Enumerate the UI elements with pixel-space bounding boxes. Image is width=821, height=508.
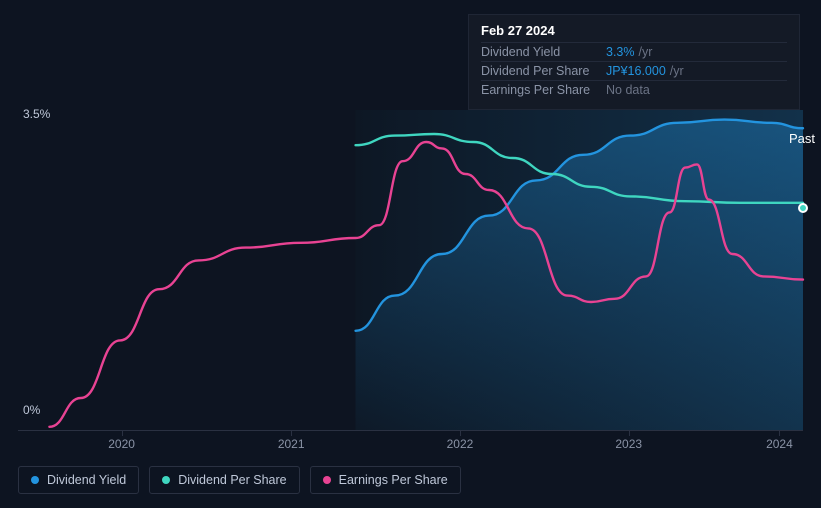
legend-item-label: Earnings Per Share <box>339 473 448 487</box>
x-tick-label: 2024 <box>766 437 793 451</box>
tooltip-row-value: JP¥16.000 <box>606 64 666 78</box>
legend-dot-icon <box>31 476 39 484</box>
x-tick-line <box>291 431 292 436</box>
x-tick-label: 2020 <box>108 437 135 451</box>
legend-item[interactable]: Earnings Per Share <box>310 466 461 494</box>
legend-item[interactable]: Dividend Per Share <box>149 466 299 494</box>
legend-item-label: Dividend Yield <box>47 473 126 487</box>
legend-dot-icon <box>162 476 170 484</box>
x-tick-label: 2022 <box>447 437 474 451</box>
x-tick-line <box>460 431 461 436</box>
tooltip: Feb 27 2024 Dividend Yield3.3%/yrDividen… <box>468 14 800 110</box>
legend-item-label: Dividend Per Share <box>178 473 286 487</box>
tooltip-row: Earnings Per ShareNo data <box>481 80 787 99</box>
plot-area <box>18 110 803 430</box>
chart-svg <box>18 110 803 430</box>
past-marker-dot <box>798 203 808 213</box>
tooltip-row-unit: /yr <box>639 45 653 59</box>
x-tick-line <box>779 431 780 436</box>
tooltip-date: Feb 27 2024 <box>481 23 787 38</box>
tooltip-row-label: Dividend Yield <box>481 45 606 59</box>
y-axis-min-label: 0% <box>23 403 40 417</box>
legend-dot-icon <box>323 476 331 484</box>
tooltip-row-label: Dividend Per Share <box>481 64 606 78</box>
tooltip-row-nodata: No data <box>606 83 650 97</box>
legend: Dividend Yield Dividend Per Share Earnings… <box>18 466 461 494</box>
x-axis: 2020 2021 2022 2023 2024 <box>18 430 803 450</box>
past-label: Past <box>789 131 815 146</box>
x-tick-line <box>122 431 123 436</box>
y-axis-max-label: 3.5% <box>23 107 50 121</box>
tooltip-row-label: Earnings Per Share <box>481 83 606 97</box>
tooltip-row: Dividend Per ShareJP¥16.000/yr <box>481 61 787 80</box>
x-tick-line <box>629 431 630 436</box>
tooltip-row-value: 3.3% <box>606 45 635 59</box>
x-tick-label: 2021 <box>278 437 305 451</box>
tooltip-row-unit: /yr <box>670 64 684 78</box>
legend-item[interactable]: Dividend Yield <box>18 466 139 494</box>
x-tick-label: 2023 <box>615 437 642 451</box>
tooltip-row: Dividend Yield3.3% /yr <box>481 42 787 61</box>
